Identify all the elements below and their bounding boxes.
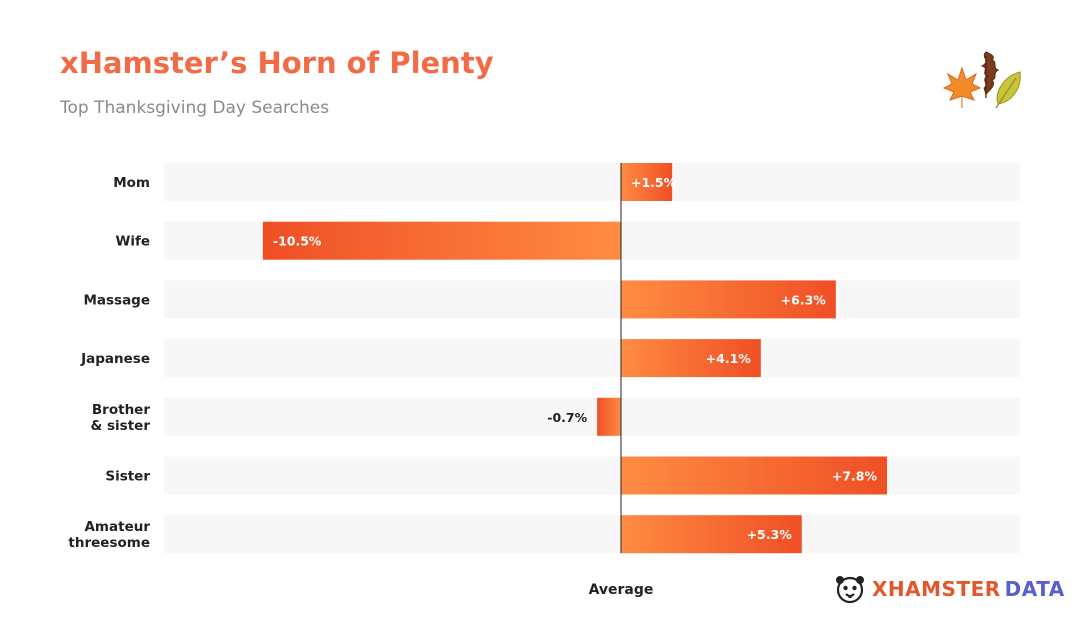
- hamster-logo-icon: [836, 576, 864, 604]
- bar-track: [164, 339, 1020, 378]
- bar: [620, 280, 836, 319]
- bar-track: [164, 515, 1020, 554]
- category-label: & sister: [91, 418, 151, 434]
- baseline-label: Average: [589, 582, 654, 598]
- bar: [620, 163, 673, 201]
- bar-track: [164, 163, 1020, 201]
- data-label: -10.5%: [273, 234, 322, 249]
- chart-title: xHamster’s Horn of Plenty: [60, 46, 494, 80]
- bar: [620, 456, 887, 495]
- brand-logo: XHAMSTER DATA: [834, 572, 1065, 606]
- bar-track: [164, 280, 1020, 319]
- category-label: Massage: [83, 292, 150, 308]
- brand-suffix: DATA: [1004, 577, 1065, 601]
- data-label: +6.3%: [781, 292, 827, 307]
- data-label: -0.7%: [547, 410, 587, 425]
- autumn-leaves-icon: [942, 51, 1021, 109]
- data-label: +4.1%: [706, 351, 752, 366]
- bar: [597, 397, 621, 436]
- category-label: Brother: [92, 402, 150, 418]
- chart-subtitle: Top Thanksgiving Day Searches: [60, 98, 330, 118]
- data-label: +7.8%: [832, 469, 878, 484]
- category-label: Japanese: [80, 351, 150, 367]
- bar: [620, 339, 761, 378]
- category-label: threesome: [68, 535, 150, 551]
- bar-track: [164, 456, 1020, 495]
- category-label: Wife: [115, 234, 150, 250]
- category-label: Sister: [105, 469, 150, 485]
- category-label: Mom: [113, 175, 150, 191]
- bar: [620, 515, 802, 554]
- category-label: Amateur: [84, 519, 150, 535]
- data-label: +1.5%: [631, 175, 677, 190]
- bar: [262, 221, 621, 260]
- bar-track: [164, 397, 1020, 436]
- brand-name: XHAMSTER: [872, 577, 1001, 601]
- data-label: +5.3%: [747, 527, 793, 542]
